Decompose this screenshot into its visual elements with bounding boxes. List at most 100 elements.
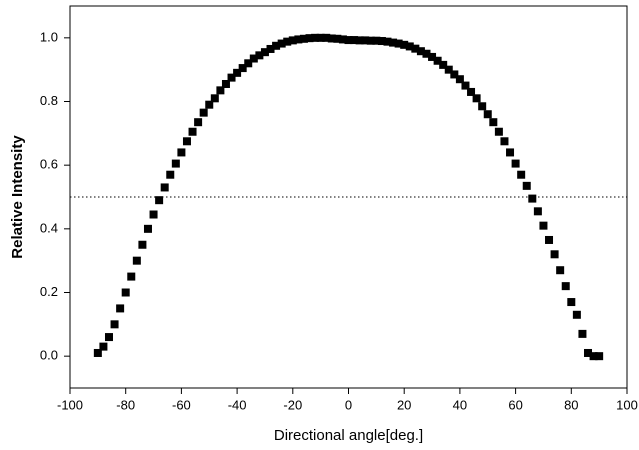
marker — [283, 37, 292, 46]
x-tick-label: 20 — [397, 397, 411, 412]
marker — [494, 127, 503, 136]
marker — [227, 73, 236, 82]
x-axis-title: Directional angle[deg.] — [274, 427, 423, 444]
marker — [149, 210, 158, 219]
x-tick-label: -80 — [116, 397, 135, 412]
marker — [143, 224, 152, 233]
marker — [299, 34, 308, 43]
marker — [455, 75, 464, 84]
marker — [93, 348, 102, 357]
marker — [171, 159, 180, 168]
marker — [277, 39, 286, 48]
marker — [389, 38, 398, 47]
marker — [294, 35, 303, 44]
marker — [244, 59, 253, 68]
marker — [116, 304, 125, 313]
marker — [411, 44, 420, 53]
marker — [467, 87, 476, 96]
marker — [205, 100, 214, 109]
marker — [132, 256, 141, 265]
marker — [127, 272, 136, 281]
marker — [266, 44, 275, 53]
marker — [199, 108, 208, 117]
marker — [177, 148, 186, 157]
marker — [221, 79, 230, 88]
y-tick-label: 0.8 — [40, 93, 58, 108]
marker — [489, 118, 498, 127]
marker — [450, 70, 459, 79]
x-tick-label: -60 — [172, 397, 191, 412]
marker — [311, 33, 320, 42]
marker — [550, 250, 559, 259]
marker — [444, 65, 453, 74]
marker — [428, 52, 437, 61]
marker — [255, 51, 264, 60]
x-tick-label: 100 — [616, 397, 638, 412]
marker — [233, 68, 242, 77]
marker — [155, 196, 164, 205]
x-tick-label: 80 — [564, 397, 578, 412]
x-tick-label: -20 — [283, 397, 302, 412]
marker — [104, 333, 113, 342]
marker — [589, 352, 598, 361]
marker — [567, 298, 576, 307]
marker — [210, 94, 219, 103]
marker — [322, 33, 331, 42]
marker — [584, 348, 593, 357]
marker — [539, 221, 548, 230]
marker — [478, 102, 487, 111]
marker — [483, 110, 492, 119]
marker — [461, 81, 470, 90]
marker — [366, 36, 375, 45]
marker — [272, 41, 281, 50]
marker — [350, 36, 359, 45]
x-tick-label: -40 — [228, 397, 247, 412]
marker — [533, 207, 542, 216]
marker — [249, 54, 258, 63]
y-tick-label: 0.6 — [40, 157, 58, 172]
marker — [288, 36, 297, 45]
marker — [433, 56, 442, 65]
x-tick-label: 0 — [345, 397, 352, 412]
marker — [99, 342, 108, 351]
marker — [188, 127, 197, 136]
marker — [472, 94, 481, 103]
marker — [361, 36, 370, 45]
marker — [305, 34, 314, 43]
marker — [506, 148, 515, 157]
marker — [238, 64, 247, 73]
marker — [338, 35, 347, 44]
marker — [166, 170, 175, 179]
marker — [138, 240, 147, 249]
y-tick-label: 0.2 — [40, 284, 58, 299]
x-tick-label: -100 — [57, 397, 83, 412]
y-tick-label: 1.0 — [40, 29, 58, 44]
marker — [194, 118, 203, 127]
marker — [561, 282, 570, 291]
marker — [422, 49, 431, 58]
marker — [545, 235, 554, 244]
marker — [528, 194, 537, 203]
marker — [522, 181, 531, 190]
marker — [344, 36, 353, 45]
x-tick-label: 40 — [453, 397, 467, 412]
marker — [572, 310, 581, 319]
marker — [578, 329, 587, 338]
marker — [405, 42, 414, 51]
marker — [383, 37, 392, 46]
marker — [595, 352, 604, 361]
marker — [355, 36, 364, 45]
marker — [182, 137, 191, 146]
marker — [216, 86, 225, 95]
marker — [121, 288, 130, 297]
marker — [372, 36, 381, 45]
marker — [160, 183, 169, 192]
marker — [260, 48, 269, 57]
y-axis-title: Relative Intensity — [9, 135, 26, 259]
marker — [377, 37, 386, 46]
marker — [416, 47, 425, 56]
marker — [500, 137, 509, 146]
marker — [333, 34, 342, 43]
marker — [327, 34, 336, 43]
